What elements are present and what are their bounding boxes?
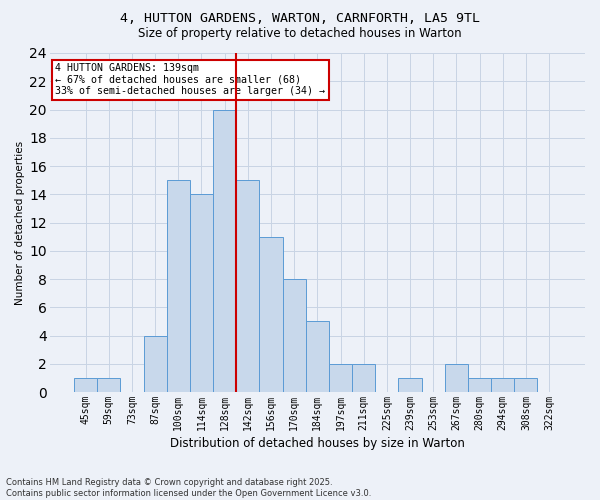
X-axis label: Distribution of detached houses by size in Warton: Distribution of detached houses by size …	[170, 437, 465, 450]
Bar	[283, 279, 306, 392]
Text: 4, HUTTON GARDENS, WARTON, CARNFORTH, LA5 9TL: 4, HUTTON GARDENS, WARTON, CARNFORTH, LA…	[120, 12, 480, 26]
Bar	[329, 364, 352, 392]
Bar	[236, 180, 259, 392]
Bar	[398, 378, 422, 392]
Bar	[352, 364, 375, 392]
Bar	[213, 110, 236, 392]
Bar	[514, 378, 538, 392]
Text: Size of property relative to detached houses in Warton: Size of property relative to detached ho…	[138, 28, 462, 40]
Y-axis label: Number of detached properties: Number of detached properties	[15, 140, 25, 304]
Bar	[143, 336, 167, 392]
Bar	[190, 194, 213, 392]
Text: Contains HM Land Registry data © Crown copyright and database right 2025.
Contai: Contains HM Land Registry data © Crown c…	[6, 478, 371, 498]
Bar	[491, 378, 514, 392]
Bar	[74, 378, 97, 392]
Bar	[445, 364, 468, 392]
Bar	[97, 378, 121, 392]
Text: 4 HUTTON GARDENS: 139sqm
← 67% of detached houses are smaller (68)
33% of semi-d: 4 HUTTON GARDENS: 139sqm ← 67% of detach…	[55, 63, 325, 96]
Bar	[259, 236, 283, 392]
Bar	[167, 180, 190, 392]
Bar	[468, 378, 491, 392]
Bar	[306, 322, 329, 392]
